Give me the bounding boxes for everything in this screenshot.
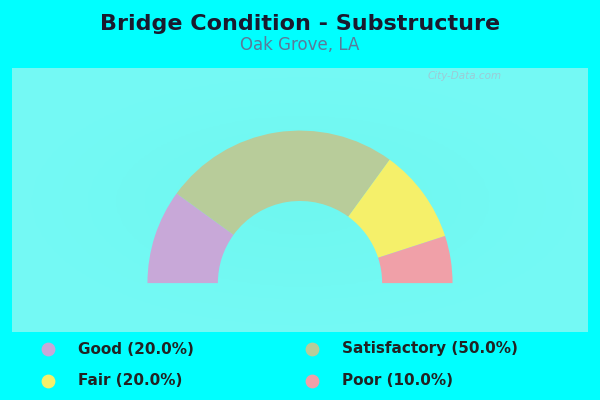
Text: Satisfactory (50.0%): Satisfactory (50.0%): [342, 342, 518, 356]
Text: Good (20.0%): Good (20.0%): [78, 342, 194, 356]
Text: Bridge Condition - Substructure: Bridge Condition - Substructure: [100, 14, 500, 34]
Wedge shape: [348, 160, 445, 258]
Wedge shape: [176, 130, 389, 235]
Wedge shape: [148, 194, 233, 283]
Text: Oak Grove, LA: Oak Grove, LA: [241, 36, 359, 54]
Text: City-Data.com: City-Data.com: [427, 71, 501, 81]
Text: Fair (20.0%): Fair (20.0%): [78, 374, 182, 388]
Text: Poor (10.0%): Poor (10.0%): [342, 374, 453, 388]
Wedge shape: [378, 236, 452, 283]
